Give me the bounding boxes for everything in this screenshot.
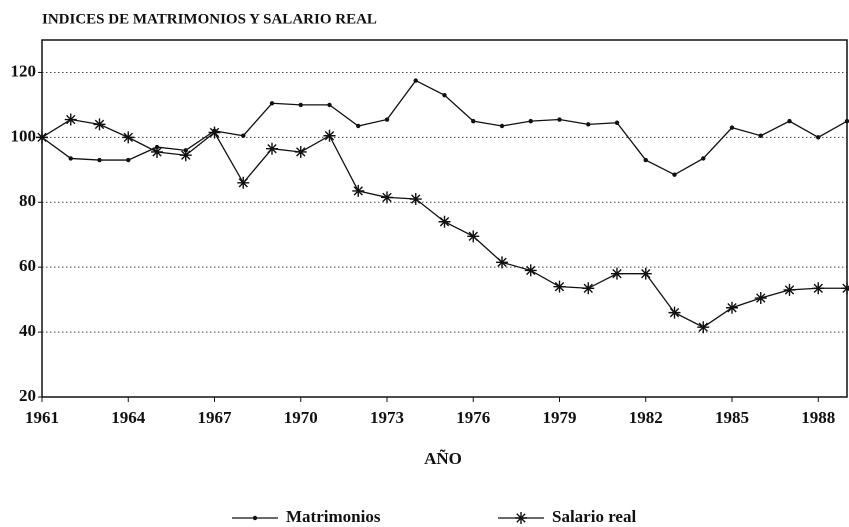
x-axis-label: AÑO	[424, 449, 462, 468]
x-tick-label: 1985	[715, 408, 749, 427]
dot-marker	[758, 133, 763, 138]
dot-marker	[844, 118, 849, 124]
star-marker	[754, 292, 767, 305]
star-marker	[294, 145, 307, 158]
dot-marker	[557, 117, 562, 122]
dot-marker	[528, 118, 533, 124]
dot-marker	[97, 157, 102, 163]
x-tick-label: 1988	[801, 408, 835, 427]
dot-marker	[672, 172, 677, 177]
star-marker	[122, 131, 135, 144]
star-marker	[697, 321, 710, 334]
dot-marker	[471, 118, 476, 124]
legend-label: Salario real	[552, 507, 636, 526]
star-marker	[352, 184, 365, 197]
dot-marker	[729, 125, 735, 130]
star-marker	[668, 306, 681, 319]
dot-marker	[701, 156, 706, 161]
star-marker	[639, 267, 652, 280]
star-marker	[524, 264, 537, 277]
star-marker	[438, 215, 451, 228]
x-tick-label: 1964	[111, 408, 146, 427]
x-tick-label: 1970	[284, 408, 318, 427]
star-marker	[266, 142, 278, 155]
star-marker	[582, 282, 595, 295]
y-tick-label: 100	[11, 126, 37, 145]
dot-marker	[126, 157, 131, 163]
star-marker	[726, 301, 738, 314]
dot-marker	[241, 133, 246, 138]
dot-marker	[384, 117, 390, 122]
x-tick-label: 1982	[629, 408, 663, 427]
star-marker	[553, 280, 566, 293]
dot-marker	[442, 92, 447, 98]
star-marker	[515, 512, 527, 524]
star-marker	[783, 283, 796, 296]
x-tick-label: 1967	[198, 408, 233, 427]
dot-marker	[298, 102, 303, 108]
star-marker	[841, 282, 849, 295]
star-marker	[496, 256, 508, 269]
star-marker	[467, 230, 480, 243]
dot-marker	[252, 515, 258, 521]
y-tick-label: 40	[19, 321, 36, 340]
star-marker	[36, 131, 48, 144]
dot-marker	[787, 118, 792, 124]
star-marker	[409, 193, 422, 206]
dot-marker	[816, 135, 821, 140]
y-tick-label: 120	[11, 61, 37, 80]
dot-marker	[499, 123, 505, 129]
dot-marker	[643, 157, 648, 163]
star-marker	[323, 129, 336, 142]
x-tick-label: 1979	[543, 408, 577, 427]
x-tick-label: 1976	[456, 408, 490, 427]
star-marker	[208, 126, 221, 139]
x-tick-label: 1961	[25, 408, 59, 427]
dot-marker	[614, 120, 620, 125]
dot-marker	[68, 156, 73, 161]
star-marker	[64, 113, 77, 126]
chart-title: INDICES DE MATRIMONIOS Y SALARIO REAL	[42, 11, 377, 27]
dot-marker	[413, 78, 418, 83]
dot-marker	[327, 102, 332, 108]
star-marker	[812, 282, 825, 295]
dot-marker	[269, 101, 275, 106]
y-tick-label: 80	[19, 191, 36, 210]
star-marker	[151, 145, 163, 158]
star-marker	[611, 267, 623, 280]
star-marker	[381, 191, 393, 204]
y-tick-label: 20	[19, 386, 36, 405]
y-tick-label: 60	[19, 256, 36, 275]
x-tick-label: 1973	[370, 408, 404, 427]
star-marker	[93, 118, 106, 131]
legend-label: Matrimonios	[286, 507, 381, 526]
dot-marker	[356, 123, 361, 129]
star-marker	[179, 149, 192, 162]
star-marker	[237, 176, 250, 189]
dot-marker	[586, 122, 591, 127]
plot-frame	[41, 39, 848, 398]
